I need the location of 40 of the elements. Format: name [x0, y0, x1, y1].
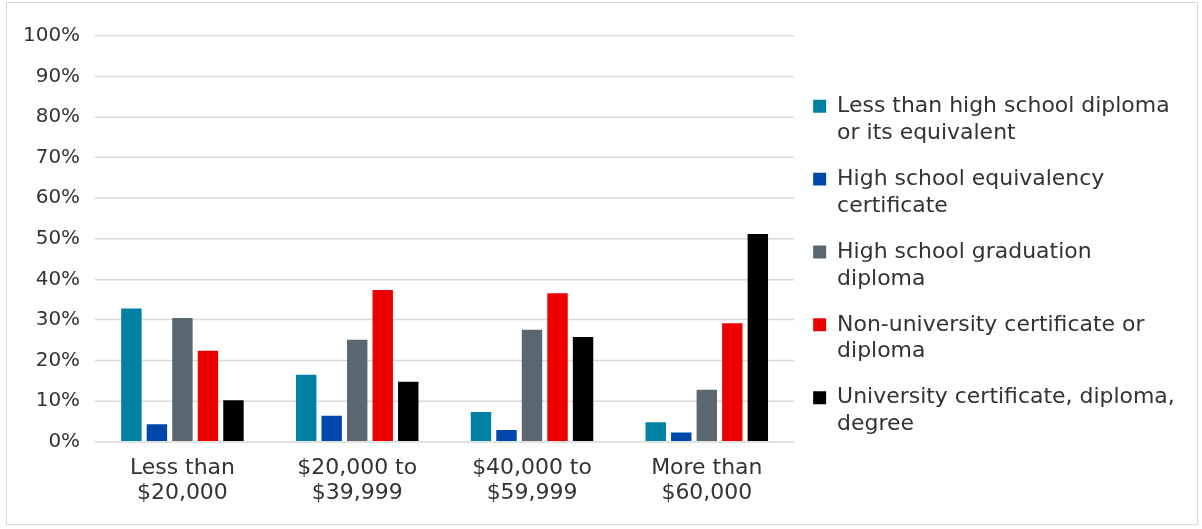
bar: [197, 350, 219, 441]
y-tick-label: 90%: [35, 62, 81, 87]
bar: [521, 329, 543, 441]
y-tick-label: 40%: [35, 265, 81, 290]
bar: [470, 412, 492, 441]
legend-label: Less than high school diploma or its equivalent: [837, 92, 1170, 144]
bar: [223, 400, 244, 441]
bar: [146, 424, 168, 441]
y-tick-label: 0%: [48, 427, 81, 452]
bar: [172, 317, 193, 441]
bar: [671, 432, 692, 441]
y-tick-label: 100%: [22, 22, 81, 47]
bar: [321, 415, 342, 441]
y-tick-label: 70%: [35, 143, 81, 168]
bar: [696, 389, 717, 441]
bar: [372, 289, 393, 441]
bar: [572, 337, 594, 441]
bar: [547, 293, 568, 441]
y-tick-label: 10%: [35, 387, 81, 412]
bar: [398, 381, 419, 441]
bar: [747, 233, 769, 441]
bar: [347, 339, 368, 441]
x-tick-label: $20,000 to $39,999: [297, 453, 418, 505]
bar: [496, 429, 517, 441]
legend-label: High school equivalency certificate: [837, 164, 1105, 217]
bar: [645, 422, 666, 441]
legend-label: High school graduation diploma: [837, 237, 1092, 290]
bar: [295, 374, 317, 441]
bar: [121, 308, 142, 441]
y-tick-label: 50%: [35, 225, 81, 249]
legend-label: Non-university certificate or diploma: [837, 310, 1146, 363]
y-tick-label: 20%: [35, 346, 81, 371]
x-tick-label: $40,000 to $59,999: [472, 453, 592, 505]
x-tick-label: Less than $20,000: [129, 453, 235, 505]
y-tick-label: 80%: [35, 103, 81, 128]
y-tick-label: 30%: [35, 306, 81, 331]
x-tick-label: More than $60,000: [651, 453, 763, 505]
y-tick-label: 60%: [35, 184, 81, 209]
legend-label: University certificate, diploma, degree: [837, 383, 1175, 436]
bar: [722, 323, 743, 441]
